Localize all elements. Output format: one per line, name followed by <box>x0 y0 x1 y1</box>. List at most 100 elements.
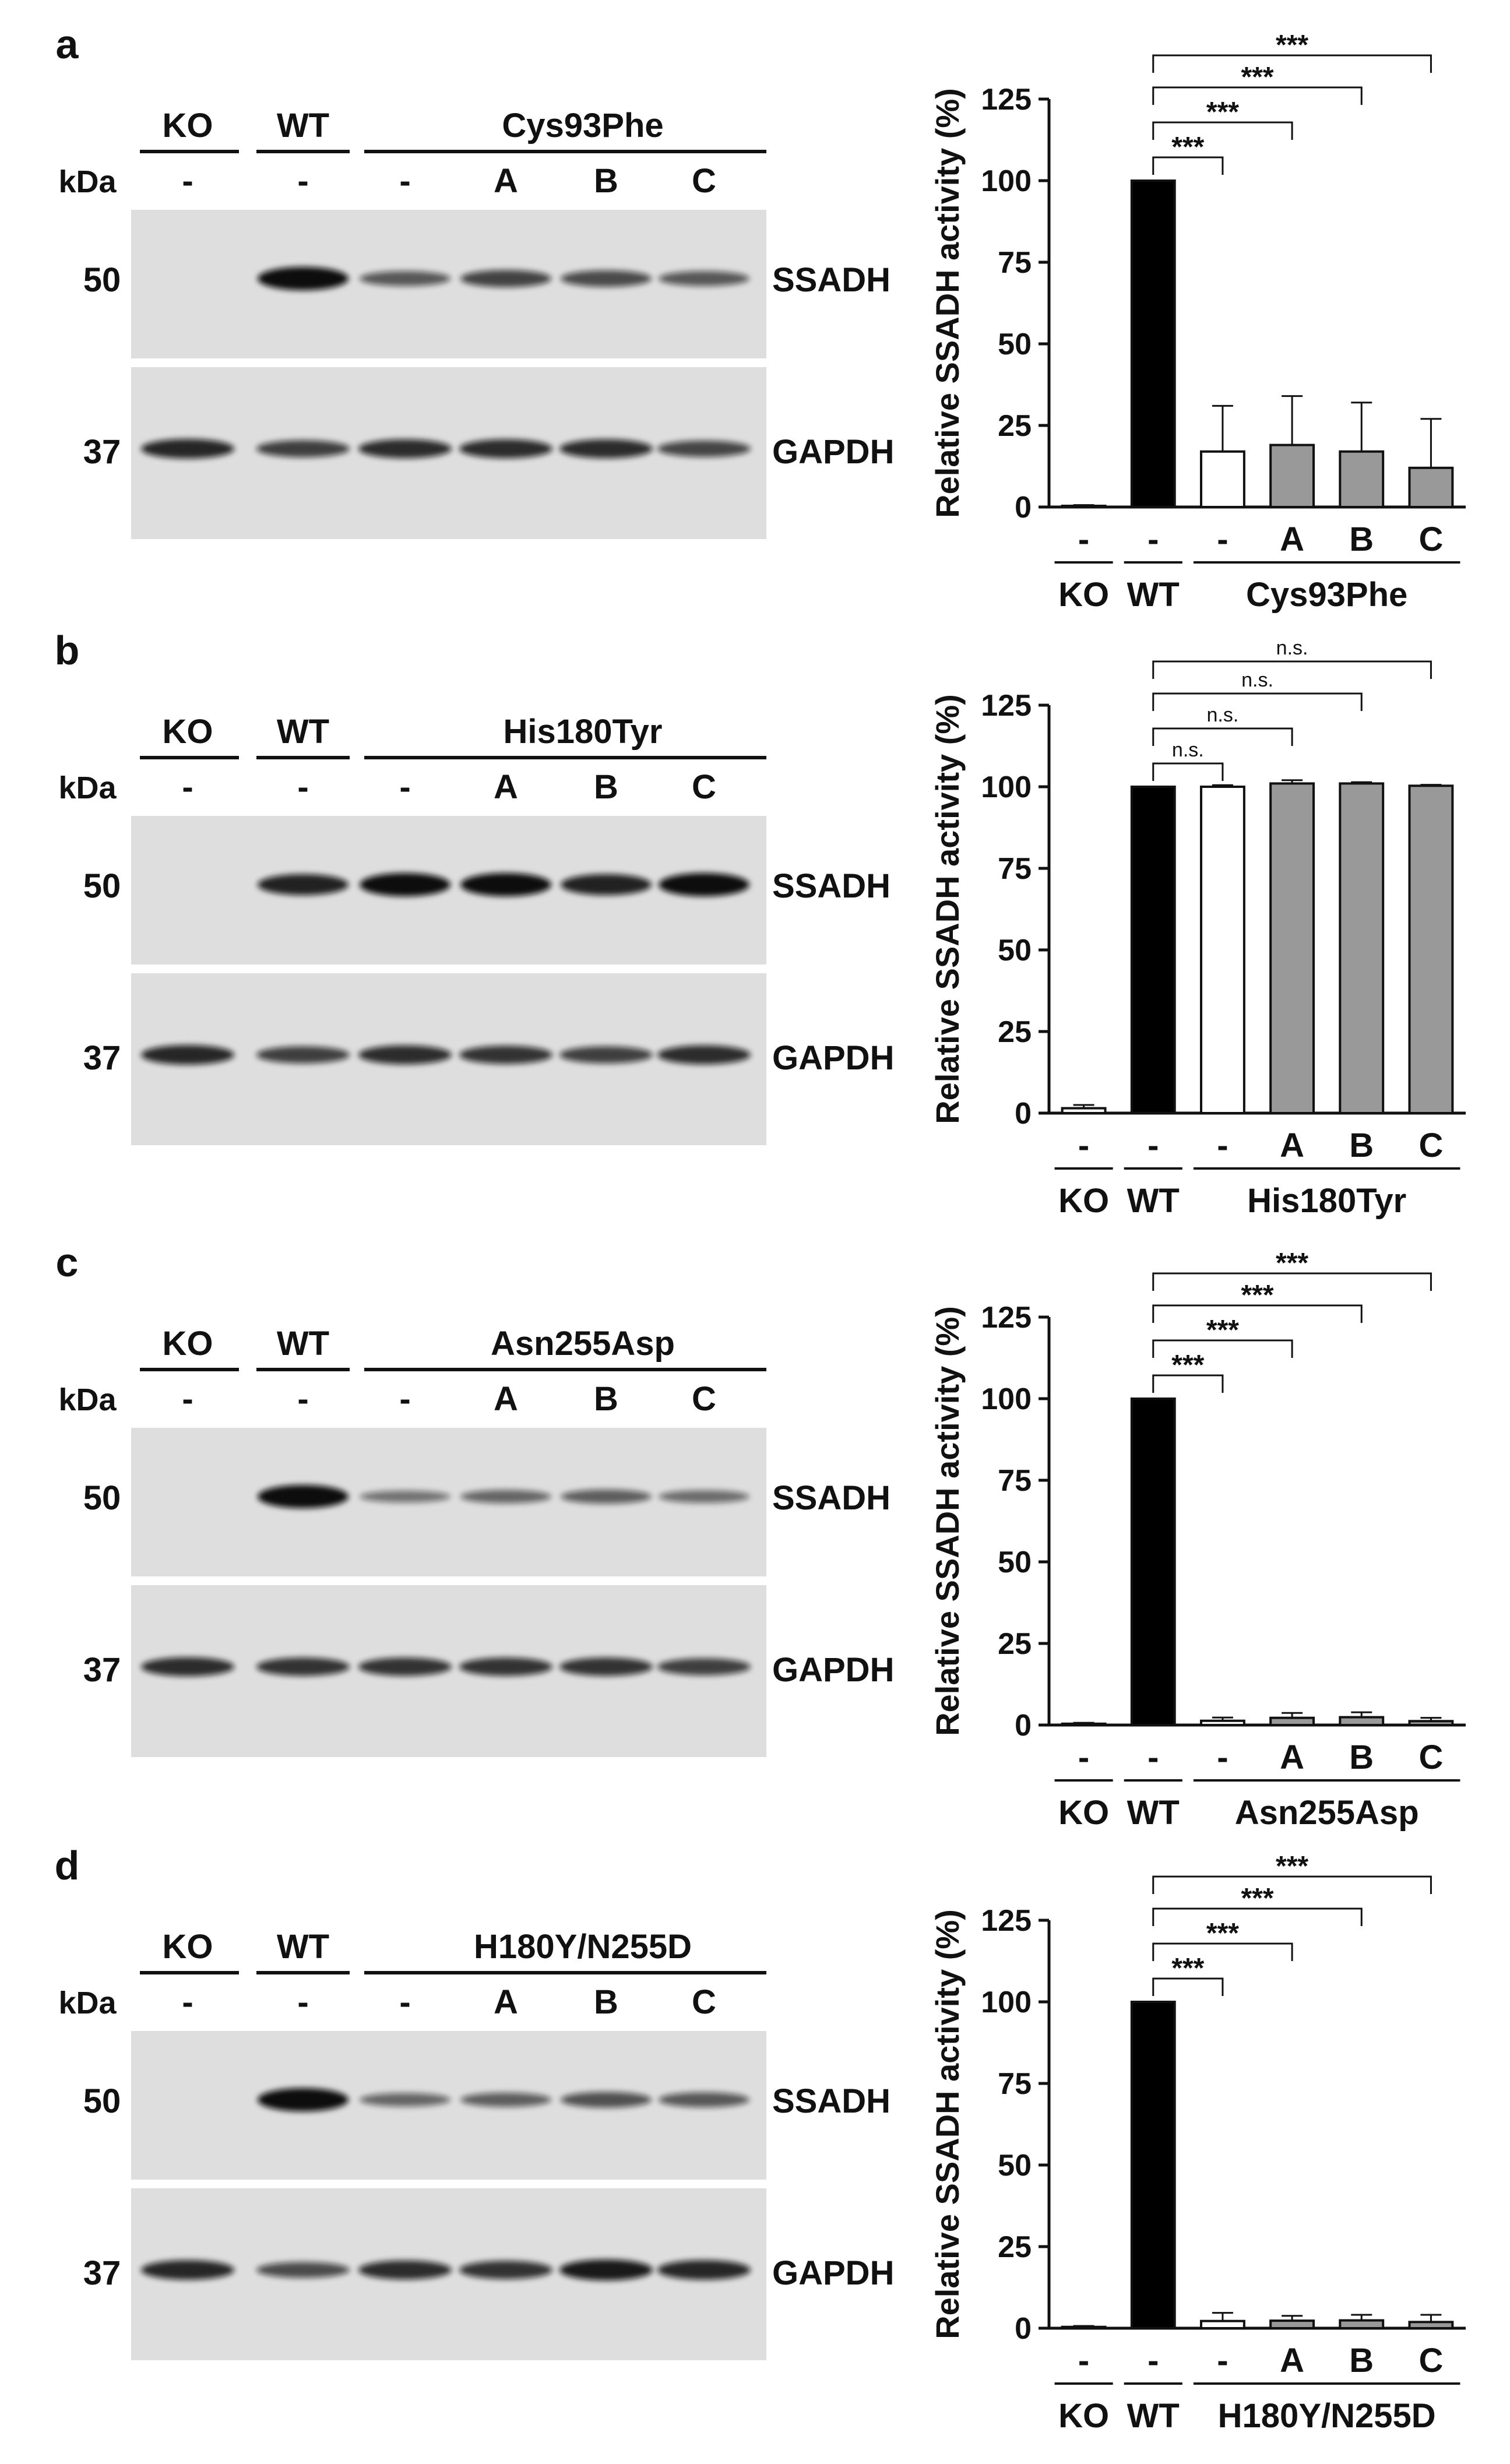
bar <box>1408 466 1454 508</box>
significance-bracket <box>1152 86 1363 105</box>
significance-bracket <box>1152 1304 1363 1323</box>
x-group-label: WT <box>1127 1182 1180 1220</box>
ssadh-blot <box>131 1428 766 1576</box>
y-tick-label: 25 <box>998 2230 1032 2264</box>
significance-bracket <box>1152 54 1432 73</box>
ssadh-blot <box>131 210 766 358</box>
x-tick-label: - <box>1078 1127 1089 1164</box>
ssadh-band <box>258 874 349 896</box>
significance-label: *** <box>1171 1953 1204 1984</box>
significance-bracket <box>1152 692 1363 711</box>
blot-group-label: WT <box>277 713 329 751</box>
ssadh-band <box>258 267 349 290</box>
blot-lane-label: C <box>692 1380 716 1418</box>
significance-label: *** <box>1206 97 1239 128</box>
significance-label: n.s. <box>1172 739 1204 761</box>
gapdh-band <box>559 1046 653 1064</box>
significance-label: *** <box>1206 1918 1239 1949</box>
y-tick-label: 75 <box>998 2067 1032 2101</box>
significance-label: *** <box>1276 30 1308 61</box>
blot-group-label: H180Y/N255D <box>474 1928 692 1966</box>
bar <box>1408 784 1454 1114</box>
y-tick-label: 100 <box>981 1382 1032 1416</box>
protein-ssadh: SSADH <box>772 867 890 905</box>
ssadh-band <box>561 874 652 896</box>
panel-letter: d <box>55 1843 80 1888</box>
blot-lane-label: - <box>399 1380 410 1418</box>
significance-label: *** <box>1276 1851 1308 1882</box>
significance-label: *** <box>1206 1315 1239 1346</box>
y-tick-label: 0 <box>1015 1097 1032 1131</box>
gapdh-band <box>141 439 234 459</box>
blot-lane-label: B <box>594 1380 618 1418</box>
ssadh-band <box>360 873 450 896</box>
y-tick-label: 0 <box>1015 491 1032 525</box>
significance-bracket <box>1152 1272 1432 1291</box>
gapdh-band <box>256 440 350 457</box>
activity-chart: 0 25 50 75 100 125 Relative SSADH activity (%)… <box>929 637 1466 1220</box>
kda-label: kDa <box>58 770 117 805</box>
gapdh-blot <box>131 1585 766 1757</box>
y-tick-label: 0 <box>1015 1709 1032 1743</box>
blot-group-label: WT <box>277 1928 329 1966</box>
x-group-label: KO <box>1058 1794 1109 1832</box>
bar <box>1199 2319 1245 2329</box>
gapdh-band <box>657 440 751 457</box>
bar <box>1199 450 1245 508</box>
x-tick-label: - <box>1078 520 1089 558</box>
gapdh-band <box>459 439 552 459</box>
significance-label: *** <box>1171 132 1204 163</box>
blot-lane-label: - <box>182 1380 193 1418</box>
gapdh-band <box>358 439 452 459</box>
blot-lane-label: C <box>692 162 716 200</box>
blot-lane-label: - <box>297 1380 308 1418</box>
marker-50: 50 <box>83 261 121 299</box>
blot-lane-label: - <box>297 768 308 806</box>
protein-gapdh: GAPDH <box>772 1039 894 1077</box>
gapdh-band <box>657 1658 751 1675</box>
panel-letter: a <box>56 22 79 67</box>
x-group-label: Cys93Phe <box>1246 576 1407 614</box>
significance-bracket <box>1152 1339 1293 1358</box>
blot-lane-label: - <box>399 1983 410 2021</box>
bar <box>1408 1720 1454 1727</box>
blot-group-label: KO <box>163 713 213 751</box>
ssadh-band <box>360 271 450 286</box>
blot-lane-label: C <box>692 1983 716 2021</box>
blot-lane-label: - <box>297 162 308 200</box>
blot-lane-label: - <box>182 768 193 806</box>
y-tick-label: 125 <box>981 1301 1032 1335</box>
panel-a: a KO WT Cys93Phe kDa - - - A B C 50 37 SSADH GAPDH 0 25 5… <box>56 22 1466 614</box>
significance-label: *** <box>1276 1248 1308 1279</box>
gapdh-band <box>459 1046 552 1064</box>
blot-group-label: KO <box>163 107 213 145</box>
significance-label: *** <box>1241 1883 1273 1914</box>
x-tick-label: A <box>1280 1127 1304 1164</box>
x-tick-label: B <box>1349 2342 1374 2379</box>
bar <box>1061 2325 1107 2330</box>
blot-group-label: KO <box>163 1325 213 1363</box>
significance-bracket <box>1152 1907 1363 1926</box>
ssadh-blot <box>131 2031 766 2180</box>
y-tick-label: 125 <box>981 83 1032 117</box>
gapdh-blot <box>131 367 766 539</box>
x-tick-label: B <box>1349 1738 1374 1776</box>
marker-37: 37 <box>83 1039 121 1077</box>
blot-lane-label: B <box>594 162 618 200</box>
marker-50: 50 <box>83 867 121 905</box>
blot-group-label: KO <box>163 1928 213 1966</box>
significance-label: n.s. <box>1207 704 1239 726</box>
panel-c: c KO WT Asn255Asp kDa - - - A B C 50 37 SSADH GAPDH 0 25… <box>56 1240 1466 1832</box>
protein-gapdh: GAPDH <box>772 2254 894 2292</box>
ssadh-band <box>258 2088 349 2111</box>
significance-label: *** <box>1241 1280 1273 1311</box>
significance-bracket <box>1152 1977 1224 1996</box>
gapdh-band <box>358 2260 452 2280</box>
y-tick-label: 75 <box>998 246 1032 280</box>
protein-gapdh: GAPDH <box>772 1651 894 1689</box>
gapdh-band <box>141 1045 234 1065</box>
bar <box>1339 2319 1385 2329</box>
bar <box>1269 1716 1315 1726</box>
y-tick-label: 50 <box>998 934 1032 967</box>
